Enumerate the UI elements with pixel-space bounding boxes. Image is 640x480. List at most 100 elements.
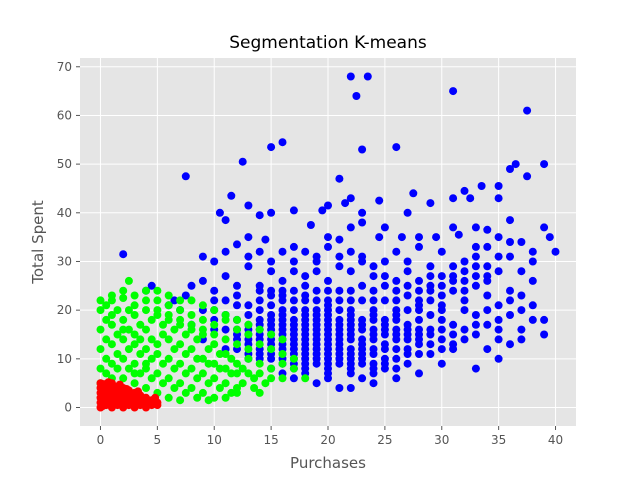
data-point (301, 315, 310, 324)
data-point (380, 296, 389, 305)
data-point (267, 315, 276, 324)
data-point (227, 191, 236, 200)
data-point (164, 354, 173, 363)
data-point (187, 320, 196, 329)
data-point (113, 330, 122, 339)
data-point (193, 374, 202, 383)
data-point (540, 160, 549, 169)
data-point (221, 364, 230, 373)
data-point (233, 359, 241, 368)
data-point (358, 335, 367, 344)
data-point (193, 393, 202, 402)
data-point (369, 296, 378, 305)
data-point (454, 230, 463, 239)
data-point (312, 379, 321, 388)
data-point (119, 325, 128, 334)
data-point (449, 286, 458, 295)
data-point (221, 247, 230, 256)
data-point (244, 369, 253, 378)
data-point (147, 335, 156, 344)
data-point (494, 325, 503, 334)
data-point (142, 306, 150, 315)
data-point (426, 281, 435, 290)
data-point (187, 281, 196, 290)
data-point (324, 340, 332, 349)
data-point (437, 345, 446, 354)
data-point (471, 364, 480, 373)
data-point (392, 364, 401, 373)
data-point (124, 364, 133, 373)
data-point (324, 315, 332, 324)
data-point (164, 393, 173, 402)
data-point (460, 276, 469, 285)
x-tick-label: 30 (434, 433, 449, 447)
data-point (415, 350, 423, 358)
data-point (159, 379, 167, 388)
data-point (437, 272, 446, 281)
data-point (471, 272, 480, 281)
data-point (415, 330, 423, 339)
data-point (471, 242, 480, 251)
data-point (346, 247, 355, 256)
data-point (494, 233, 503, 242)
data-point (449, 262, 458, 271)
data-point (119, 335, 128, 344)
data-point (142, 286, 150, 295)
data-point (426, 262, 435, 271)
data-point (147, 315, 156, 324)
data-point (289, 315, 298, 324)
data-point (415, 242, 423, 251)
data-point (181, 291, 190, 300)
data-point (130, 379, 139, 388)
data-point (426, 272, 435, 281)
y-tick-label: 50 (57, 157, 72, 171)
data-point (324, 350, 332, 358)
data-point (121, 399, 130, 408)
data-point (119, 354, 128, 363)
data-point (244, 233, 253, 242)
data-point (233, 240, 241, 249)
data-point (187, 364, 196, 373)
data-point (215, 384, 224, 392)
data-point (392, 143, 401, 152)
data-point (278, 247, 287, 256)
data-point (104, 378, 113, 387)
data-point (528, 276, 537, 285)
data-point (312, 257, 321, 266)
data-point (540, 315, 549, 324)
data-point (255, 388, 264, 397)
data-point (198, 301, 207, 310)
data-point (113, 364, 122, 373)
data-point (341, 199, 350, 208)
data-point (198, 369, 207, 378)
x-tick-label: 0 (97, 433, 105, 447)
data-point (96, 325, 105, 334)
data-point (142, 296, 150, 305)
data-point (267, 354, 276, 363)
data-point (358, 354, 367, 363)
data-point (403, 257, 412, 266)
data-point (312, 354, 321, 363)
data-point (164, 335, 173, 344)
data-point (107, 291, 116, 300)
data-point (409, 189, 418, 198)
data-point (130, 291, 139, 300)
data-point (267, 374, 276, 383)
data-point (392, 354, 401, 363)
data-point (96, 345, 105, 354)
data-point (164, 291, 173, 300)
data-point (312, 335, 321, 344)
data-point (369, 330, 378, 339)
data-point (124, 276, 133, 285)
data-point (142, 325, 150, 334)
data-point (403, 267, 412, 276)
data-point (312, 345, 321, 354)
data-point (324, 233, 332, 242)
data-point (255, 369, 264, 378)
data-point (164, 311, 173, 319)
data-point (102, 301, 111, 310)
data-point (523, 106, 532, 115)
data-point (136, 320, 145, 329)
data-point (312, 267, 321, 276)
data-point (278, 350, 287, 358)
